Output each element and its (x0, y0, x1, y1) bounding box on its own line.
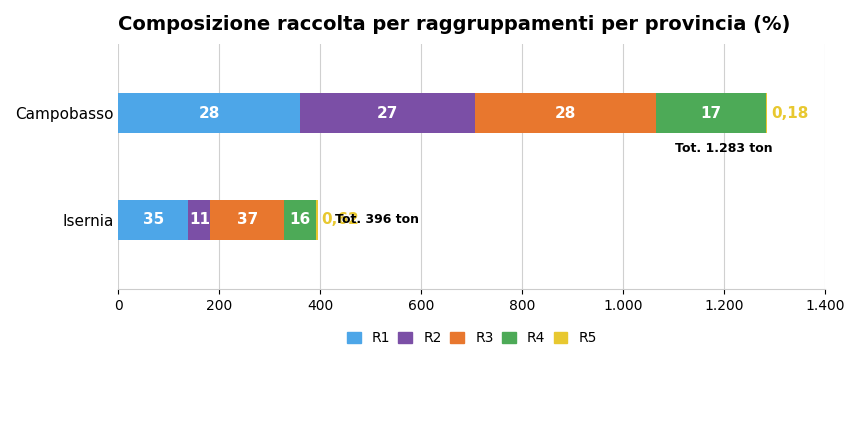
Bar (119, 93, 300, 133)
Text: 0,62: 0,62 (322, 212, 359, 227)
Text: 27: 27 (377, 106, 398, 121)
Bar (188, 200, 211, 240)
Legend: R1, R2, R3, R4, R5: R1, R2, R3, R4, R5 (341, 326, 603, 351)
Bar (211, 200, 285, 240)
Text: 17: 17 (701, 106, 722, 121)
Bar (119, 200, 188, 240)
Text: Tot. 1.283 ton: Tot. 1.283 ton (675, 142, 772, 155)
Text: 16: 16 (290, 212, 311, 227)
Bar (285, 200, 316, 240)
Text: Tot. 396 ton: Tot. 396 ton (335, 214, 419, 226)
Bar (316, 200, 317, 240)
Bar (656, 93, 766, 133)
Text: 28: 28 (199, 106, 220, 121)
Bar (766, 93, 767, 133)
Text: Composizione raccolta per raggruppamenti per provincia (%): Composizione raccolta per raggruppamenti… (119, 15, 790, 34)
Bar (475, 93, 656, 133)
Text: 11: 11 (189, 212, 210, 227)
Text: 28: 28 (555, 106, 576, 121)
Text: 0,18: 0,18 (771, 106, 808, 121)
Text: 35: 35 (143, 212, 164, 227)
Bar (300, 93, 475, 133)
Text: 37: 37 (237, 212, 258, 227)
